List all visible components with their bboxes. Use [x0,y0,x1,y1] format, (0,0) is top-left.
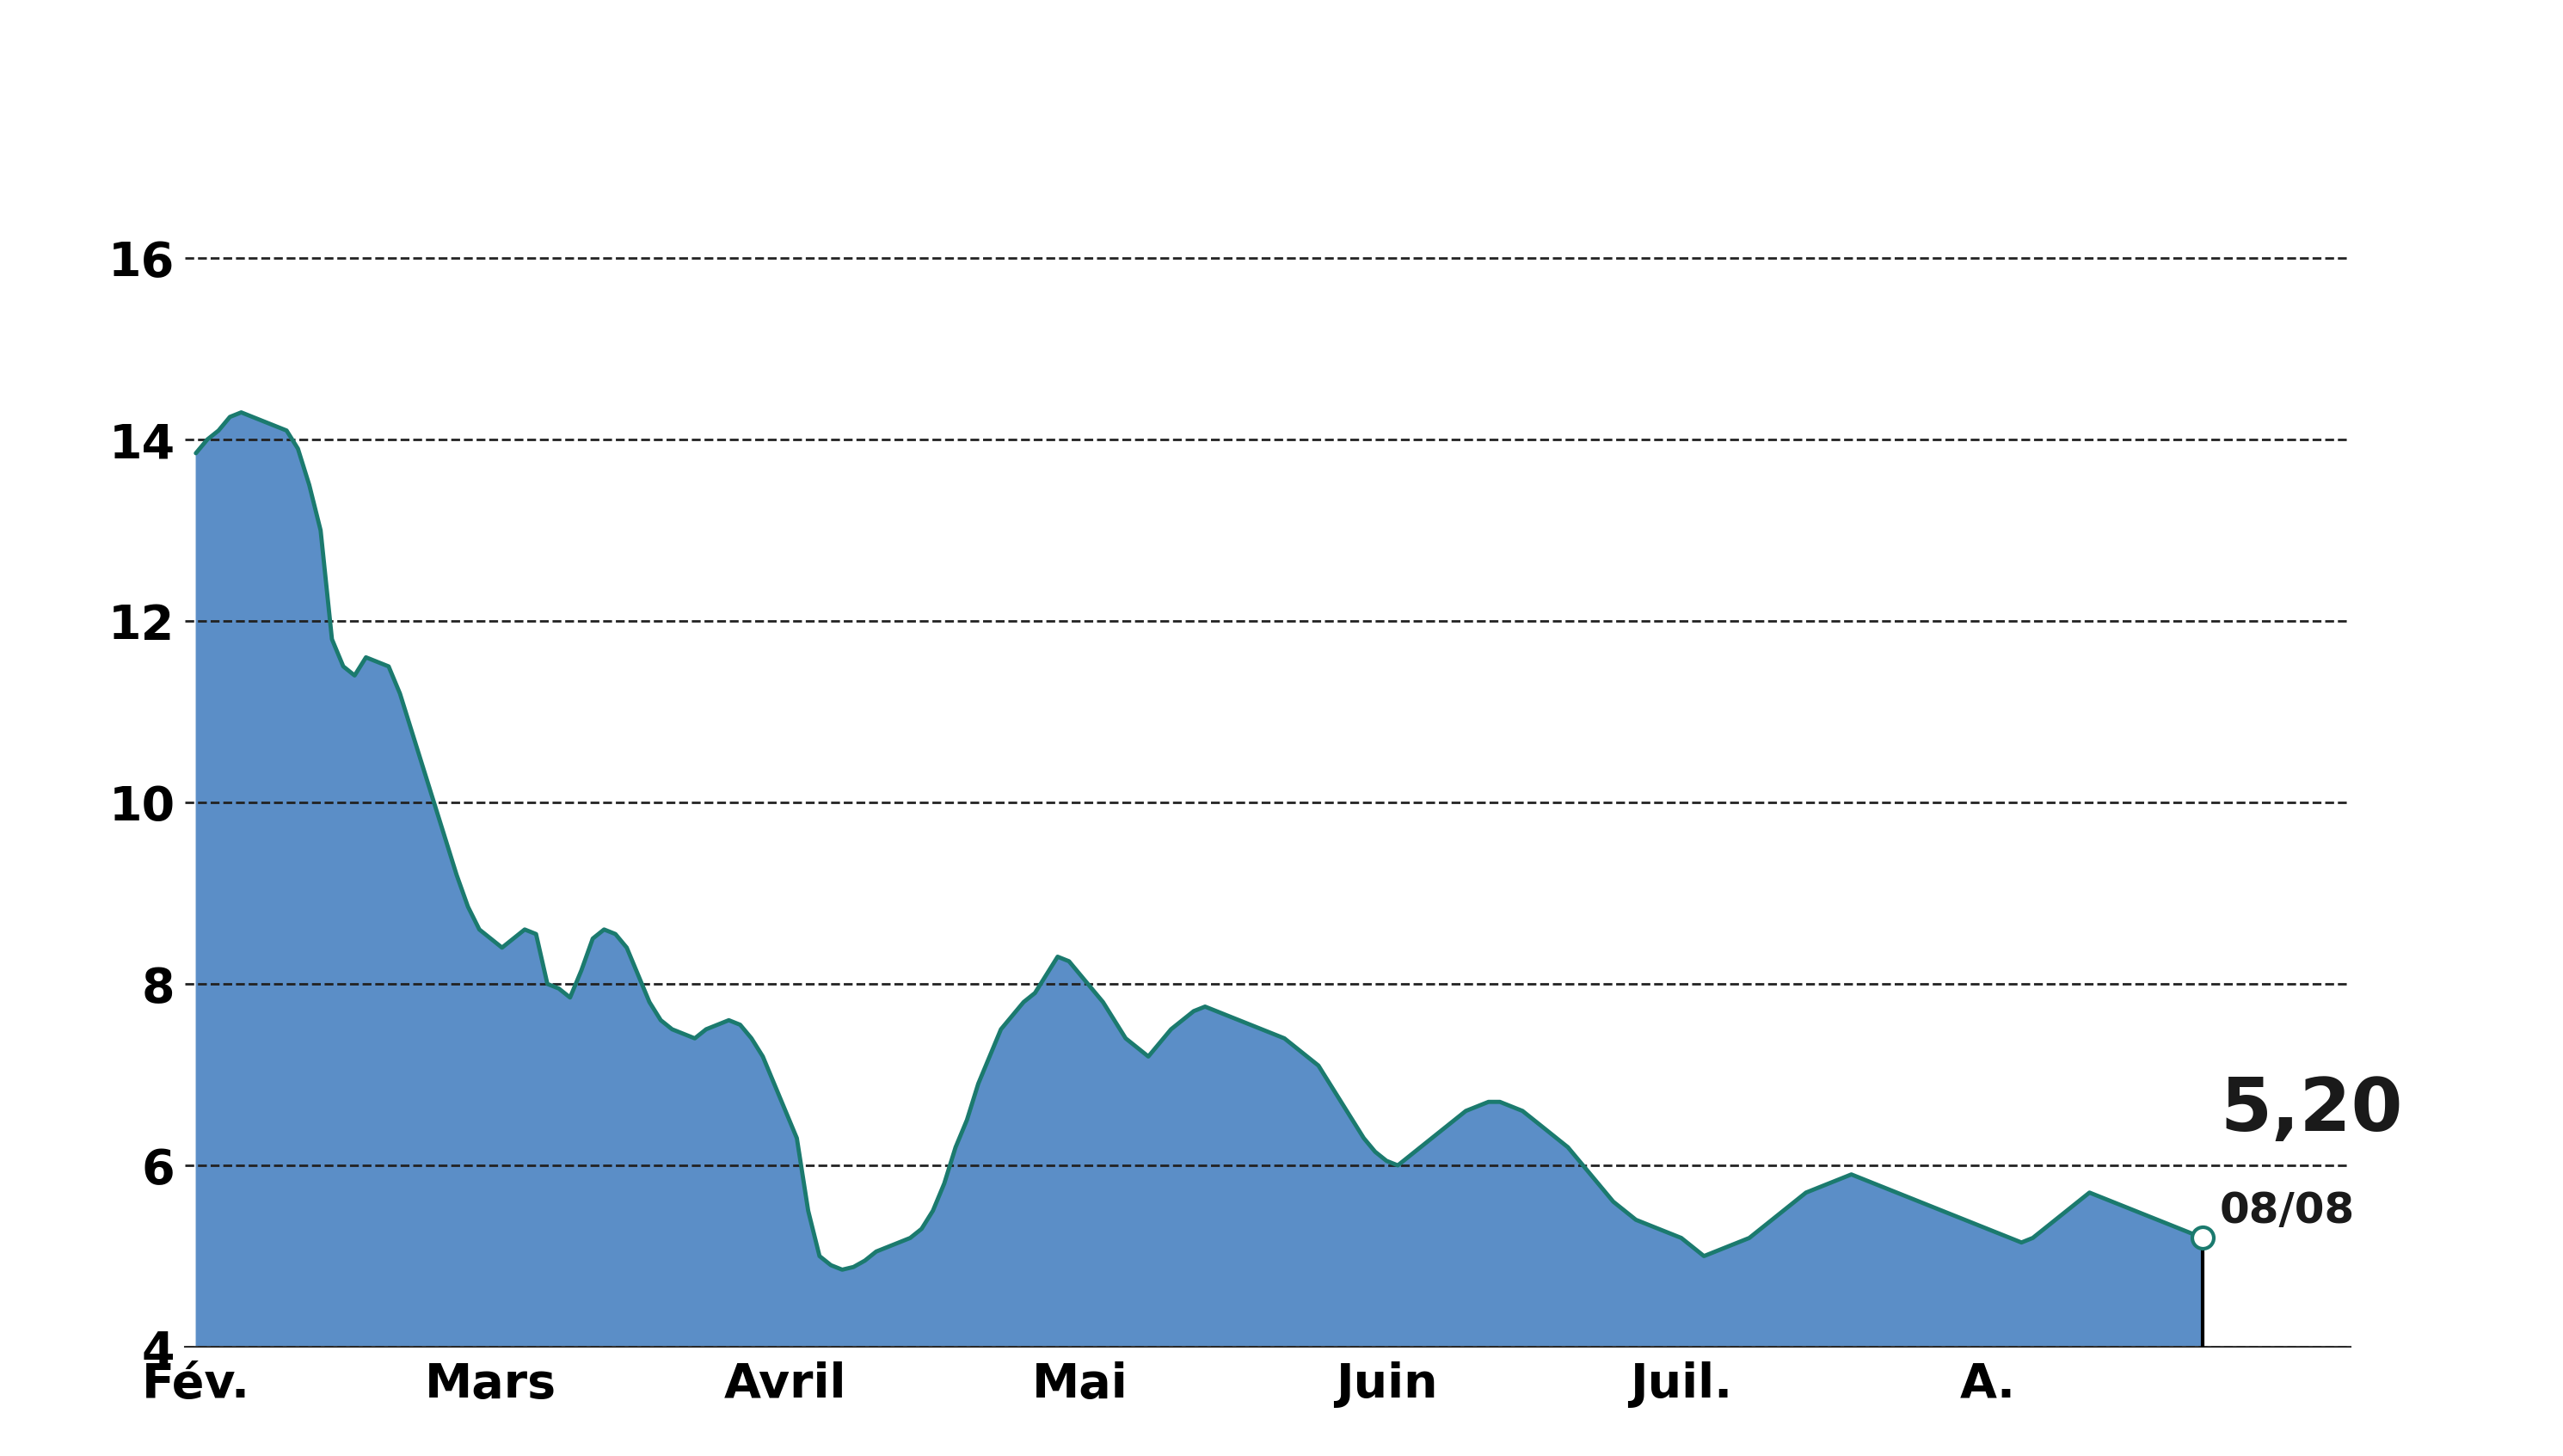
Text: HYDROGEN REFUELING: HYDROGEN REFUELING [582,23,1981,127]
Text: 5,20: 5,20 [2220,1075,2402,1147]
Text: 08/08: 08/08 [2220,1190,2355,1232]
